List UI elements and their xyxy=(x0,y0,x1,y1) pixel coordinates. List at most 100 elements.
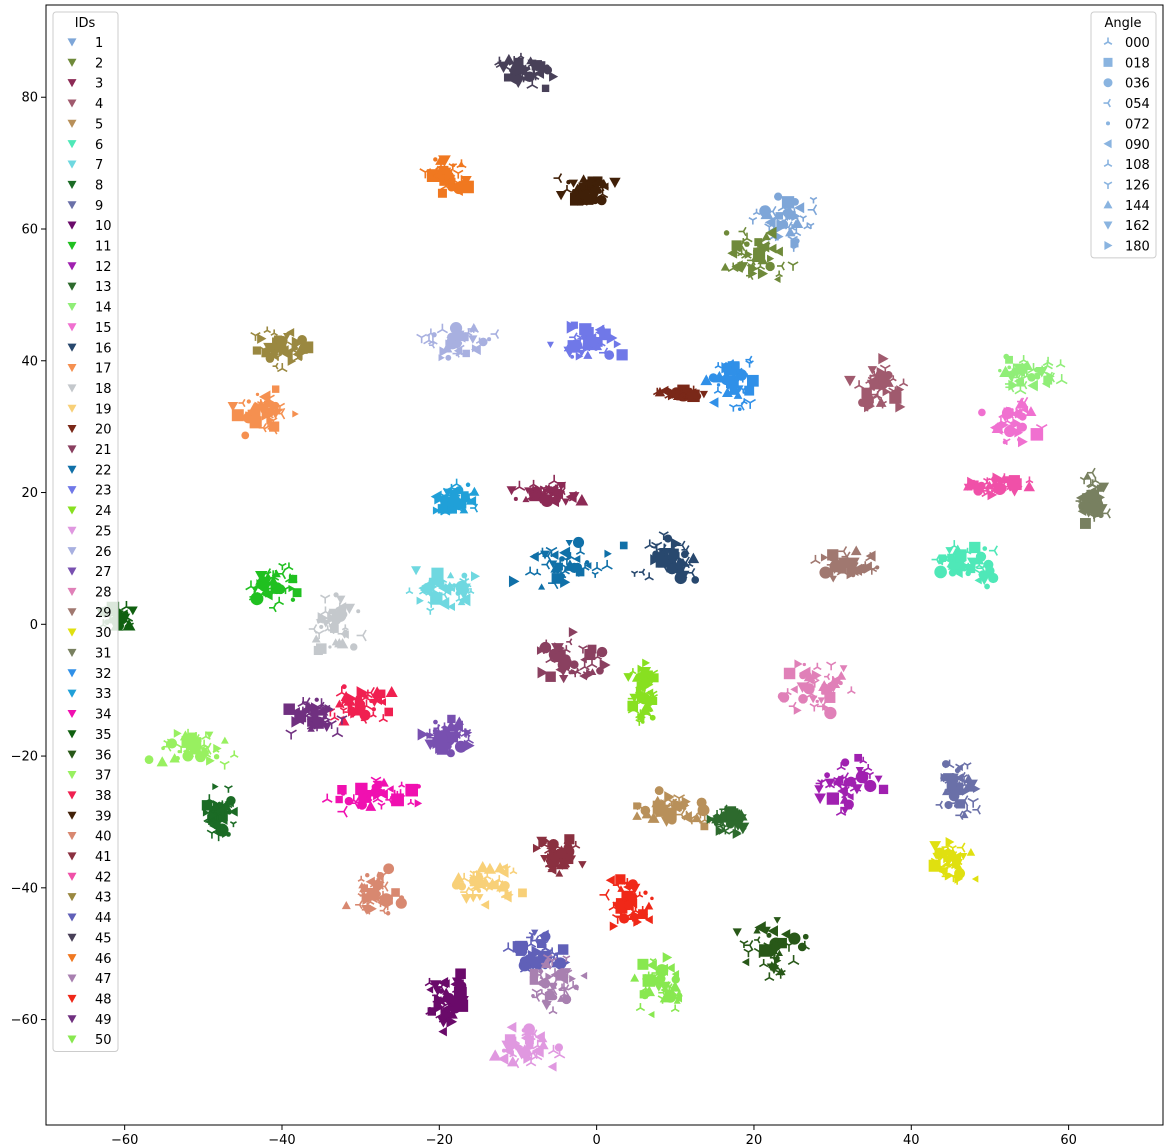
data-point xyxy=(889,391,902,404)
cluster-id-4 xyxy=(844,352,909,413)
data-point xyxy=(561,994,572,1005)
data-point xyxy=(945,547,954,555)
data-point xyxy=(292,348,303,360)
data-point xyxy=(448,163,458,171)
data-point xyxy=(850,545,862,556)
data-point xyxy=(545,950,550,955)
data-point xyxy=(829,560,842,573)
data-point xyxy=(864,764,873,772)
data-point xyxy=(212,830,225,842)
data-point xyxy=(859,756,868,764)
data-point xyxy=(844,800,853,810)
data-point xyxy=(451,478,462,488)
data-point xyxy=(580,562,590,571)
data-point xyxy=(375,891,381,897)
data-point xyxy=(864,400,876,413)
data-point xyxy=(844,375,856,387)
data-point xyxy=(953,803,959,808)
data-point xyxy=(521,1028,527,1033)
data-point xyxy=(627,879,638,890)
data-point xyxy=(780,929,791,940)
data-point xyxy=(344,796,354,806)
data-point xyxy=(815,779,824,788)
data-point xyxy=(782,941,796,952)
data-point xyxy=(674,557,684,566)
data-point xyxy=(265,577,270,582)
data-point xyxy=(487,337,492,342)
data-point xyxy=(428,336,438,345)
data-point xyxy=(456,505,462,511)
data-point xyxy=(490,329,500,339)
data-point xyxy=(341,901,351,910)
data-point xyxy=(241,431,250,440)
data-point xyxy=(517,943,527,952)
data-point xyxy=(1013,363,1025,374)
data-point xyxy=(373,691,381,699)
data-point xyxy=(1023,480,1035,492)
data-point xyxy=(658,981,672,993)
data-point xyxy=(531,993,535,998)
data-point xyxy=(718,824,731,835)
legend-ids-label: 43 xyxy=(95,891,112,906)
data-point xyxy=(417,728,429,741)
data-point xyxy=(226,795,236,806)
data-point xyxy=(557,848,567,859)
data-point xyxy=(431,567,444,580)
data-point xyxy=(502,1044,514,1057)
legend-ids-label: 34 xyxy=(95,708,112,723)
data-point xyxy=(434,728,442,738)
data-point xyxy=(754,936,761,944)
data-point xyxy=(947,553,955,562)
data-point xyxy=(1079,518,1091,529)
data-point xyxy=(391,888,400,897)
data-point xyxy=(441,725,451,734)
data-point xyxy=(277,363,288,373)
data-point xyxy=(549,550,559,560)
data-point xyxy=(331,614,342,625)
cluster-id-50 xyxy=(630,952,683,1019)
data-point xyxy=(735,385,744,393)
data-point xyxy=(451,986,459,994)
data-point xyxy=(798,694,808,704)
data-point xyxy=(847,557,860,569)
data-point xyxy=(866,379,880,391)
data-point xyxy=(573,667,582,675)
data-point xyxy=(822,703,829,711)
data-point xyxy=(874,775,883,783)
data-point xyxy=(619,913,630,924)
data-point xyxy=(371,783,383,794)
data-point xyxy=(377,802,386,810)
data-point xyxy=(200,748,212,758)
data-point xyxy=(343,603,356,615)
data-point xyxy=(453,169,464,179)
data-point xyxy=(1079,505,1086,513)
data-point xyxy=(567,340,581,353)
data-point xyxy=(447,714,456,724)
data-point xyxy=(531,945,544,959)
data-point xyxy=(208,813,220,825)
data-point xyxy=(201,800,213,811)
data-point xyxy=(555,562,563,571)
cluster-id-20 xyxy=(652,384,709,403)
data-point xyxy=(559,989,569,998)
data-point xyxy=(809,196,818,204)
data-point xyxy=(929,841,942,852)
legend-ids-label: 46 xyxy=(95,952,112,967)
data-point xyxy=(335,795,343,804)
legend-ids-marker xyxy=(67,832,77,841)
data-point xyxy=(255,570,268,583)
data-point xyxy=(787,261,799,271)
legend-ids-label: 21 xyxy=(95,443,112,458)
data-point xyxy=(220,736,229,744)
data-point xyxy=(623,673,634,682)
legend-angle-marker xyxy=(1103,200,1113,209)
data-point xyxy=(639,990,648,999)
data-point xyxy=(671,975,680,984)
data-point xyxy=(124,624,130,630)
data-point xyxy=(934,565,947,579)
data-point xyxy=(583,334,592,342)
legend-ids-marker xyxy=(67,954,77,963)
data-point xyxy=(721,362,732,374)
data-point xyxy=(942,555,951,563)
data-point xyxy=(370,776,382,786)
